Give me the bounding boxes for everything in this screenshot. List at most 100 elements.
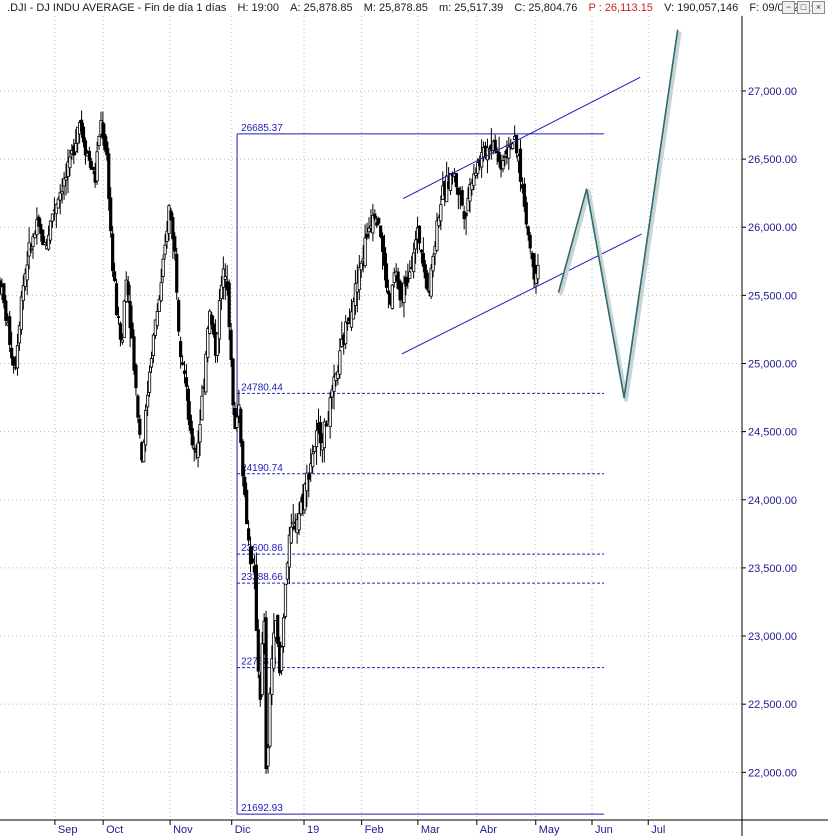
y-tick-label: 22,500.00: [748, 699, 797, 711]
candle-body: [373, 213, 377, 219]
candle: [186, 385, 190, 426]
candle: [206, 325, 210, 363]
candle-body: [349, 311, 354, 328]
candle: [10, 331, 14, 366]
candle: [175, 247, 179, 300]
x-tick-label: Feb: [365, 824, 384, 836]
candle: [524, 196, 528, 229]
x-tick-label: 19: [307, 824, 319, 836]
candle: [68, 149, 72, 177]
candle: [349, 299, 354, 331]
y-tick-label: 25,500.00: [748, 290, 797, 302]
candle: [456, 187, 460, 210]
candle: [245, 482, 249, 525]
chart-header: .DJI - DJ INDU AVERAGE - Fin de día 1 dí…: [0, 0, 828, 16]
candle: [147, 365, 152, 398]
candle-body: [328, 397, 332, 428]
candle: [58, 184, 62, 215]
candle-body: [190, 428, 194, 446]
channel-upper-line: [402, 76, 641, 200]
fib-level-label: 23600.86: [241, 543, 283, 554]
candle: [155, 303, 159, 330]
candle: [276, 614, 280, 648]
candle: [307, 472, 311, 498]
candle-body: [307, 474, 311, 480]
candle-body: [116, 316, 121, 319]
candle: [136, 394, 140, 423]
candle: [144, 404, 148, 452]
candle-body: [149, 358, 154, 368]
candle-body: [324, 423, 328, 427]
header-m: M: 25,878.85: [363, 2, 428, 14]
candle-body: [179, 341, 183, 358]
candle-body: [419, 249, 424, 253]
candle-body: [412, 252, 416, 273]
candle: [173, 232, 177, 261]
candle-body: [425, 272, 429, 290]
candle-body: [270, 658, 274, 695]
candle: [83, 137, 88, 165]
candle: [111, 225, 115, 278]
candle: [437, 214, 441, 228]
candle-body: [281, 617, 286, 647]
candle: [159, 268, 163, 303]
candle: [330, 384, 334, 409]
candle-body: [243, 476, 247, 496]
minimize-button[interactable]: −: [782, 1, 795, 14]
candle-body: [313, 445, 317, 452]
y-axis: 27,000.00 26,500.00 26,000.00 25,500.00 25,0…: [742, 86, 797, 779]
x-tick-label: Dic: [235, 824, 251, 836]
candle-body: [431, 255, 435, 272]
candle: [281, 613, 286, 653]
candle: [431, 253, 435, 278]
candle: [351, 297, 356, 320]
close-button[interactable]: ×: [812, 1, 825, 14]
x-tick-label: Nov: [173, 824, 193, 836]
candle-body: [112, 271, 117, 282]
candle: [287, 526, 291, 585]
candle: [190, 420, 194, 449]
candle: [48, 220, 53, 244]
candle: [414, 230, 418, 264]
candle: [223, 263, 227, 300]
y-tick-label: 24,500.00: [748, 427, 797, 439]
candle: [169, 207, 173, 221]
candle: [50, 213, 55, 228]
candle: [272, 613, 276, 672]
candle-body: [511, 143, 515, 149]
candle-body: [526, 226, 530, 236]
candle-body: [17, 325, 22, 344]
candle-body: [445, 175, 449, 203]
header-low: m: 25,517.39: [439, 2, 504, 14]
candle: [359, 260, 363, 279]
candle-body: [8, 316, 12, 345]
candle: [291, 504, 295, 531]
candle-body: [338, 350, 342, 375]
candle: [81, 122, 86, 148]
candle-body: [173, 236, 177, 252]
candle-body: [200, 395, 204, 421]
candle: [212, 315, 216, 338]
candle-body: [283, 583, 288, 617]
candle: [472, 164, 476, 191]
candle-body: [514, 134, 519, 154]
candle: [470, 178, 474, 196]
fib-level-label: 24190.74: [241, 463, 283, 474]
candle-body: [266, 747, 270, 767]
candle-body: [161, 258, 165, 277]
candle-body: [105, 141, 109, 156]
maximize-button[interactable]: □: [797, 1, 810, 14]
candle-body: [268, 692, 272, 747]
candle-body: [487, 149, 491, 152]
candle: [464, 212, 468, 236]
candle: [157, 295, 161, 312]
candle: [21, 275, 25, 310]
candle: [380, 232, 385, 270]
candle-body: [223, 276, 227, 280]
candle-body: [472, 173, 476, 187]
candle-body: [87, 150, 91, 161]
candle-body: [423, 264, 427, 279]
candle: [353, 270, 357, 315]
candle-body: [536, 264, 540, 280]
